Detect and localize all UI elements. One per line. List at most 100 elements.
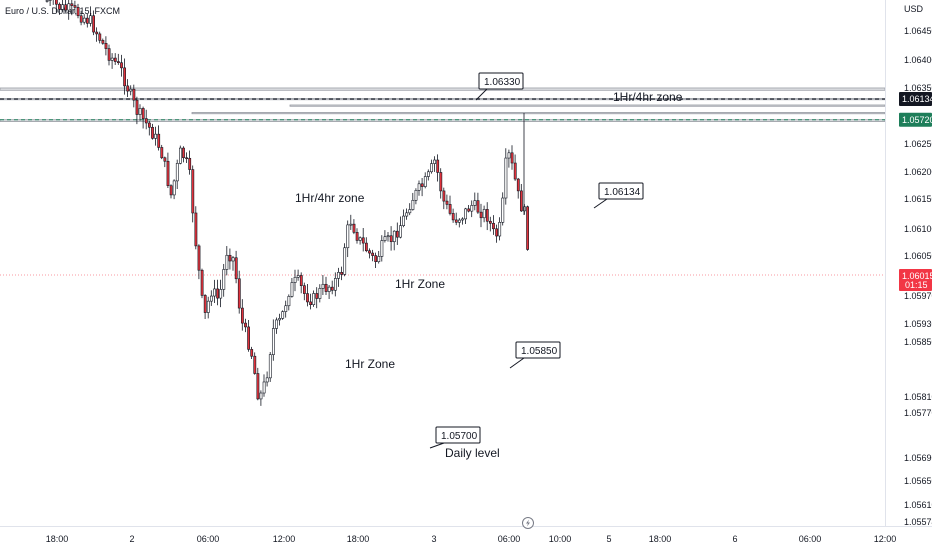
candle-body [278,318,282,321]
callout-pointer [509,357,525,369]
candle-body [488,220,492,224]
candle-body [163,157,167,162]
candle-body [411,199,415,210]
zone-label: 1Hr Zone [395,277,445,291]
candle-body [265,377,269,383]
candle-body [206,300,210,313]
time-tick-label: 18:00 [347,534,370,544]
candle-body [234,257,238,280]
candle-body [448,204,452,214]
candle-body [337,272,340,279]
candle-body [188,157,192,170]
price-tick-label: 1.06400 [904,55,932,65]
candle-body [166,160,170,186]
candle-body [172,180,176,196]
candle-body [498,222,502,237]
candle-body [321,283,325,289]
candle-body [414,190,418,201]
candle-body [479,211,483,219]
last-price-countdown: 01:15 [905,280,928,290]
candle-body [231,257,235,262]
candle-body [516,178,520,192]
candle-body [467,208,471,212]
candle-body [513,162,517,180]
candle-body [191,169,195,214]
candle-body [129,88,133,92]
time-axis[interactable]: 18:00 2 06:00 12:00 18:00 3 06:00 10:00 5 18:00 6 0… [46,534,897,544]
candle-body [275,319,278,329]
candle-body [185,157,189,160]
candle-body [526,206,530,250]
candle-body [417,183,421,191]
callout-label: 1.06330 [484,77,521,88]
price-axis[interactable]: 1.064501.064001.063501.063001.062501.062… [904,26,932,527]
candle-body [132,88,136,101]
callout-pointer [593,198,608,209]
time-tick-label: 18:00 [46,534,69,544]
candle-body [194,212,198,247]
price-tick-label: 1.05970 [904,291,932,301]
candle-body [268,354,272,379]
callout-box [478,72,524,90]
candle-body [287,296,291,307]
callout-label: 1.05700 [441,431,478,442]
zone-rect [191,112,886,115]
candle-body [436,159,440,173]
candle-body [423,176,427,187]
candle-body [61,4,65,10]
zone-label: 1Hr Zone [345,357,395,371]
candle-body [79,15,83,23]
candle-body [306,293,309,303]
candle-body [470,205,474,212]
price-tick-label: 1.06050 [904,251,932,261]
candle-body [271,328,275,355]
candle-body [368,250,371,254]
candle-body [439,172,443,192]
callout-layer: 1.06330 1.06134 1.05850 1.05700 [429,72,644,449]
candle-body [312,293,316,305]
candle-body [247,326,251,350]
candle-body [151,127,154,139]
candle-body [253,355,257,374]
lightning-icon[interactable] [522,517,534,529]
candle-body [86,17,89,24]
candle-body [148,122,151,128]
candle-body [82,17,86,23]
candle-body [293,276,297,283]
price-tick-label: 1.06450 [904,26,932,36]
candle-body [519,190,523,212]
candle-body [309,301,313,305]
callout-pointer [429,442,445,449]
candle-body [104,43,108,49]
candle-body [327,286,331,292]
candle-body [157,133,161,148]
candle-body [346,224,350,249]
level-price-tag-text: 1.05720 [902,115,932,125]
candle-body [485,209,489,222]
candle-body [405,212,409,217]
candle-body [144,118,148,124]
time-tick-label: 06:00 [799,534,822,544]
candle-body [374,255,378,262]
price-tick-label: 1.06150 [904,194,932,204]
candle-body [523,206,526,212]
candle-body [262,381,266,394]
candle-body [510,152,514,164]
level-price-tag-text: 1.06134 [902,94,932,104]
candle-body [241,307,244,324]
candle-body [377,256,381,262]
candle-body [182,147,185,159]
candle-body [495,228,499,237]
candle-body [70,3,74,6]
candle-body [54,0,58,5]
candle-body [333,278,337,291]
candle-body [473,200,477,206]
candle-body [461,218,464,221]
candle-body [290,282,294,297]
candle-body [352,223,356,233]
level-price-tag [899,92,932,107]
price-tick-label: 1.05690 [904,453,932,463]
candle-body [426,171,430,177]
time-tick-label: 10:00 [549,534,572,544]
